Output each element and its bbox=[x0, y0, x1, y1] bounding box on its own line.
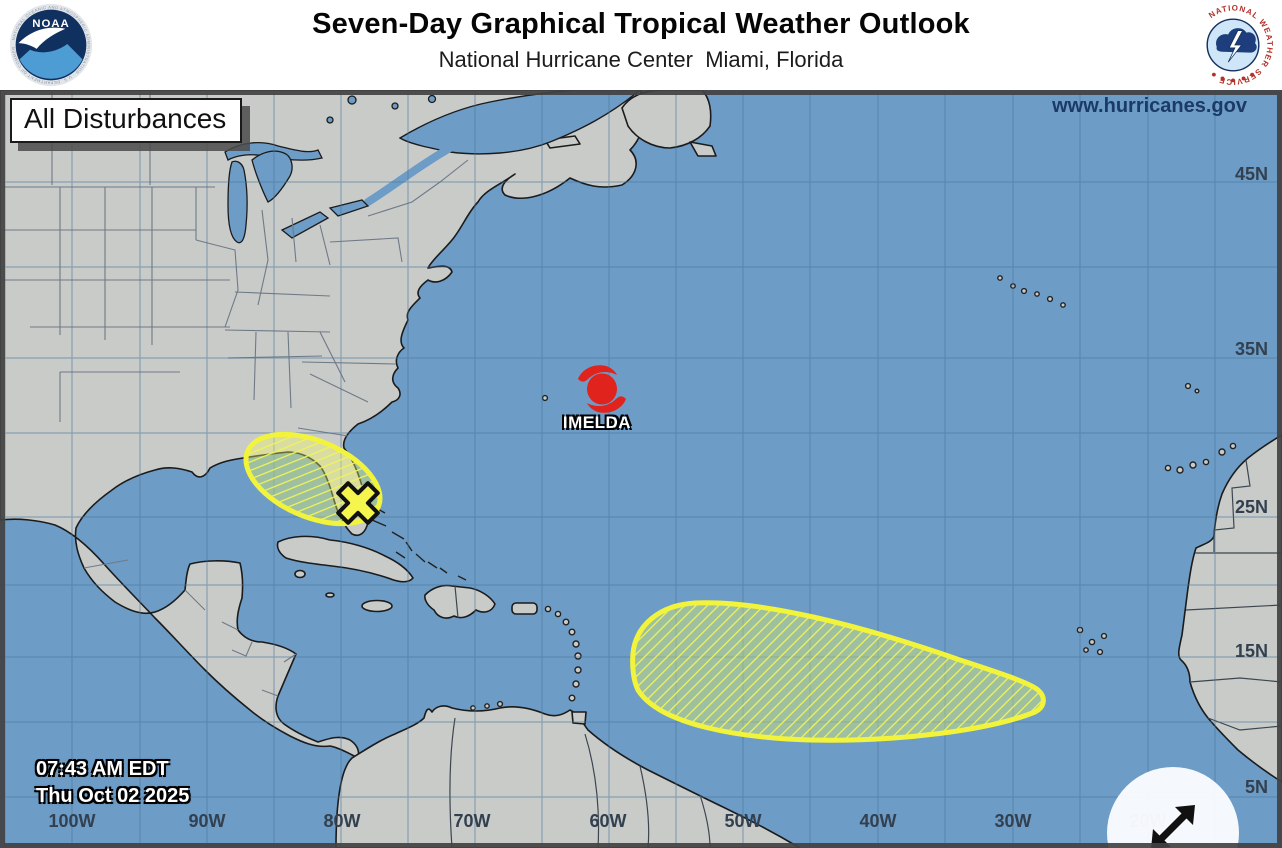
expand-icon bbox=[1151, 805, 1195, 848]
latitude-label: 25N bbox=[1234, 497, 1268, 517]
issuance-timestamp: 07:43 AM EDT Thu Oct 02 2025 bbox=[36, 756, 189, 810]
longitude-label: 100W bbox=[48, 811, 96, 831]
jamaica-island bbox=[361, 599, 393, 613]
longitude-label: 70W bbox=[453, 811, 491, 831]
africa-landmass bbox=[1177, 434, 1282, 783]
bermuda-island bbox=[541, 394, 549, 402]
storm-name-label: IMELDA bbox=[562, 413, 632, 432]
hurricane-icon[interactable] bbox=[578, 365, 626, 413]
longitude-label: 80W bbox=[323, 811, 361, 831]
latitude-label: 15N bbox=[1234, 641, 1268, 661]
x-disturbance-marker[interactable] bbox=[328, 473, 387, 532]
longitude-label: 60W bbox=[589, 811, 627, 831]
latitude-label: 5N bbox=[1244, 777, 1268, 797]
small-islands-group bbox=[371, 275, 1237, 711]
website-text: www.hurricanes.gov bbox=[1052, 95, 1247, 117]
trinidad-island bbox=[571, 711, 587, 725]
longitude-label: 90W bbox=[188, 811, 226, 831]
longitude-label: 40W bbox=[859, 811, 897, 831]
nws-lightning bbox=[1227, 30, 1244, 63]
latitude-label: 35N bbox=[1234, 339, 1268, 359]
newfoundland-se bbox=[689, 141, 717, 157]
nws-logo: NATIONAL WEATHER SERVICE bbox=[1190, 2, 1276, 88]
timestamp-time: 07:43 AM EDT bbox=[36, 758, 169, 780]
page-subtitle: National Hurricane Center Miami, Florida bbox=[438, 47, 844, 72]
lake-michigan bbox=[227, 160, 248, 244]
outlook-map[interactable]: All Disturbances www.hurricanes.gov 45N … bbox=[0, 90, 1282, 848]
isle-of-youth bbox=[294, 569, 306, 579]
puerto-rico-island bbox=[511, 602, 538, 615]
longitude-label: 50W bbox=[724, 811, 762, 831]
disturbance-area-atlantic[interactable] bbox=[630, 600, 1046, 743]
longitude-label: 30W bbox=[994, 811, 1032, 831]
svg-text:NOAA: NOAA bbox=[32, 18, 70, 30]
noaa-logo: NATIONAL OCEANIC AND ATMOSPHERIC ADMINIS… bbox=[8, 2, 93, 87]
basemap-svg bbox=[0, 90, 1282, 848]
header: NATIONAL OCEANIC AND ATMOSPHERIC ADMINIS… bbox=[0, 0, 1282, 90]
mode-label: All Disturbances bbox=[10, 98, 243, 143]
lake-huron bbox=[251, 150, 293, 203]
cayman-island bbox=[325, 592, 335, 598]
st-lawrence-river bbox=[364, 121, 509, 206]
latitude-label: 45N bbox=[1234, 164, 1268, 184]
cuba-island bbox=[276, 535, 414, 583]
lake-ontario bbox=[328, 199, 370, 217]
timestamp-date: Thu Oct 02 2025 bbox=[36, 785, 190, 807]
page-title: Seven-Day Graphical Tropical Weather Out… bbox=[312, 8, 970, 40]
